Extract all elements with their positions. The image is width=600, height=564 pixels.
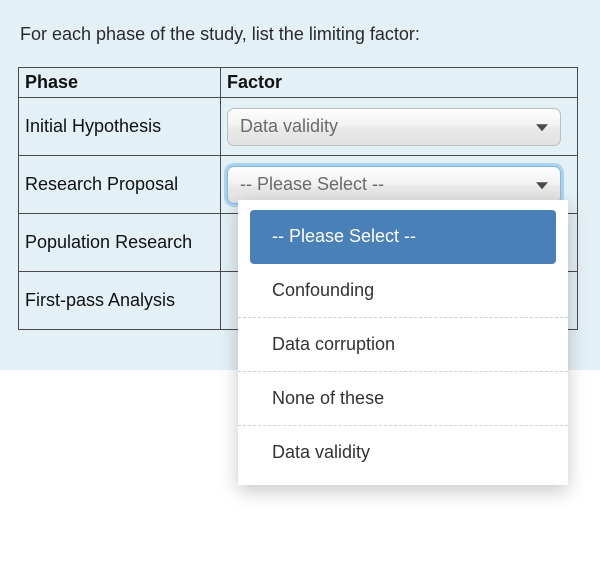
select-value: Data validity [240, 116, 338, 137]
factor-dropdown-menu[interactable]: -- Please Select -- Confounding Data cor… [238, 200, 568, 485]
question-prompt: For each phase of the study, list the li… [20, 24, 582, 45]
question-panel: For each phase of the study, list the li… [0, 0, 600, 370]
select-value: -- Please Select -- [240, 174, 384, 195]
factor-cell: Data validity [221, 98, 578, 156]
dropdown-option-data-validity[interactable]: Data validity [238, 426, 568, 479]
phase-label: Initial Hypothesis [19, 98, 221, 156]
table-row: Initial Hypothesis Data validity [19, 98, 578, 156]
factor-select-initial-hypothesis[interactable]: Data validity [227, 108, 561, 146]
dropdown-option-confounding[interactable]: Confounding [238, 264, 568, 318]
column-header-factor: Factor [221, 68, 578, 98]
factor-select-research-proposal[interactable]: -- Please Select -- [227, 166, 561, 204]
dropdown-option-placeholder[interactable]: -- Please Select -- [250, 210, 556, 264]
dropdown-option-data-corruption[interactable]: Data corruption [238, 318, 568, 372]
column-header-phase: Phase [19, 68, 221, 98]
phase-label: Research Proposal [19, 156, 221, 214]
phase-label: First-pass Analysis [19, 272, 221, 330]
dropdown-option-none-of-these[interactable]: None of these [238, 372, 568, 426]
chevron-down-icon [536, 182, 548, 189]
phase-label: Population Research [19, 214, 221, 272]
chevron-down-icon [536, 124, 548, 131]
